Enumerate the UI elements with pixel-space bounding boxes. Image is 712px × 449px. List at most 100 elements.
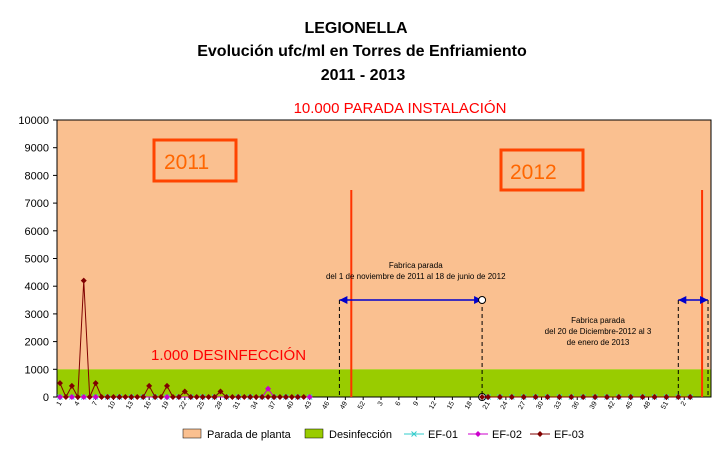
legend: Parada de planta Desinfección EF-01 EF-02 EF… xyxy=(182,428,584,441)
series-EF-03-point-7 xyxy=(98,394,105,400)
series-EF-03-point-12 xyxy=(128,394,135,400)
series-EF-03-point-38 xyxy=(282,394,289,400)
series-EF-03-point-35 xyxy=(265,394,272,400)
series-EF-03-point-6 xyxy=(92,380,99,387)
x-tick-label-23: 18 xyxy=(464,400,474,410)
x-tick-label-13: 40 xyxy=(286,400,296,410)
year-2012-box xyxy=(499,148,585,192)
y-tick-label-3: 3000 xyxy=(25,309,49,321)
series-EF-03-point-39 xyxy=(288,394,295,400)
x-tick-label-25: 24 xyxy=(500,400,510,410)
series-EF-03-point-53 xyxy=(603,394,610,400)
y-tick-label-10: 10000 xyxy=(18,115,49,127)
x-tick-label-6: 19 xyxy=(161,400,171,410)
series-EF-03-point-31 xyxy=(241,394,248,400)
series-EF-03-point-14 xyxy=(140,394,147,400)
series-EF-03-point-56 xyxy=(639,394,646,400)
y-tick-label-2: 2000 xyxy=(25,337,49,349)
series-EF-03-point-25 xyxy=(205,394,212,400)
y-tick-label-4: 4000 xyxy=(25,281,49,293)
series-group xyxy=(56,277,694,400)
series-EF-03-point-33 xyxy=(253,394,260,400)
series-EF-03-point-8 xyxy=(104,394,111,400)
series-EF-03-point-57 xyxy=(651,394,658,400)
series-EF-03-point-20 xyxy=(175,394,182,400)
series-EF-03-point-21 xyxy=(181,388,188,395)
x-tick-label-28: 33 xyxy=(553,400,563,410)
x-tick-label-9: 28 xyxy=(214,400,224,410)
series-EF-02-point-1 xyxy=(68,394,75,400)
series-EF-03-point-2 xyxy=(68,382,75,389)
interval-1-text-0: Fabrica parada xyxy=(571,316,625,325)
series-EF-03-point-24 xyxy=(199,394,206,400)
series-EF-03 xyxy=(56,277,694,400)
series-EF-03-point-58 xyxy=(663,394,670,400)
x-tick-label-32: 45 xyxy=(625,400,635,410)
desinfeccion-annotation: 1.000 DESINFECCIÓN xyxy=(151,347,306,364)
x-tick-label-15: 46 xyxy=(321,400,331,410)
x-tick-label-10: 31 xyxy=(232,400,242,410)
series-EF-03-point-30 xyxy=(235,394,242,400)
series-EF-03-point-55 xyxy=(627,394,634,400)
series-EF-03-point-54 xyxy=(615,394,622,400)
series-EF-03-point-43 xyxy=(485,394,492,400)
series-EF-03-point-15 xyxy=(146,382,153,389)
interval-0-text-0: Fabrica parada xyxy=(389,261,443,270)
bands xyxy=(57,120,711,397)
series-EF-03-point-45 xyxy=(508,394,515,400)
series-EF-03-point-10 xyxy=(116,394,123,400)
interval-0-text-1: del 1 de noviembre de 2011 al 18 de juni… xyxy=(326,272,506,281)
series-EF-03-point-27 xyxy=(217,388,224,395)
series-EF-03-point-19 xyxy=(169,394,176,400)
series-EF-03-point-22 xyxy=(187,394,194,400)
series-EF-03-point-13 xyxy=(134,394,141,400)
series-EF-03-point-4 xyxy=(80,277,87,284)
legend-marker-4 xyxy=(537,431,543,437)
series-EF-03-point-11 xyxy=(122,394,129,400)
legend-label-2: EF-01 xyxy=(428,429,458,441)
y-tick-label-1: 1000 xyxy=(25,364,49,376)
interval-0-arrowhead-left xyxy=(339,296,348,304)
legend-marker-3 xyxy=(475,431,481,437)
series-EF-03-point-50 xyxy=(568,394,575,400)
series-EF-03-point-26 xyxy=(211,394,218,400)
series-EF-03-point-3 xyxy=(74,394,81,400)
y-tick-label-5: 5000 xyxy=(25,254,49,266)
series-EF-02-point-3 xyxy=(92,394,99,400)
year-2011-box xyxy=(152,138,238,183)
x-tick-label-35: 2 xyxy=(680,400,688,407)
chart-title-line-2: Evolución ufc/ml en Torres de Enfriamien… xyxy=(197,43,527,60)
band-0 xyxy=(57,120,711,370)
x-tick-label-2: 7 xyxy=(91,400,99,407)
series-EF-03-point-18 xyxy=(163,382,170,389)
series-EF-02-point-22 xyxy=(306,394,313,400)
series-EF-03-point-44 xyxy=(496,394,503,400)
series-EF-03-point-0 xyxy=(56,380,63,387)
series-EF-03-point-29 xyxy=(229,394,236,400)
series-EF-02-point-2 xyxy=(80,394,87,400)
y-tick-label-8: 8000 xyxy=(25,170,49,182)
x-tick-label-14: 43 xyxy=(303,400,313,410)
interval-0-end-marker xyxy=(478,296,487,304)
series-EF-03-point-9 xyxy=(110,394,117,400)
x-tick-label-7: 22 xyxy=(179,400,189,410)
x-tick-label-30: 39 xyxy=(589,400,599,410)
x-tick-label-27: 30 xyxy=(535,400,545,410)
legend-swatch-1 xyxy=(304,428,324,439)
series-EF-03-point-42 xyxy=(479,394,486,400)
series-EF-03-point-16 xyxy=(152,394,159,400)
x-tick-label-29: 36 xyxy=(571,400,581,410)
legend-swatch-0 xyxy=(182,428,202,439)
axes: 0 1000 2000 3000 4000 5000 6000 7000 8000 9000 100… xyxy=(18,115,712,411)
x-tick-label-34: 51 xyxy=(660,400,670,410)
series-EF-03-point-60 xyxy=(687,394,694,400)
series-EF-02-point-18 xyxy=(265,385,272,392)
series-EF-03-point-46 xyxy=(520,394,527,400)
series-EF-03-point-17 xyxy=(158,394,165,400)
x-tick-label-11: 34 xyxy=(250,400,260,410)
series-EF-02-point-0 xyxy=(56,394,63,400)
legend-label-0: Parada de planta xyxy=(207,429,292,441)
x-tick-label-5: 16 xyxy=(143,400,153,410)
series-EF-03-point-23 xyxy=(193,394,200,400)
year-2011-label: 2011 xyxy=(164,151,209,174)
